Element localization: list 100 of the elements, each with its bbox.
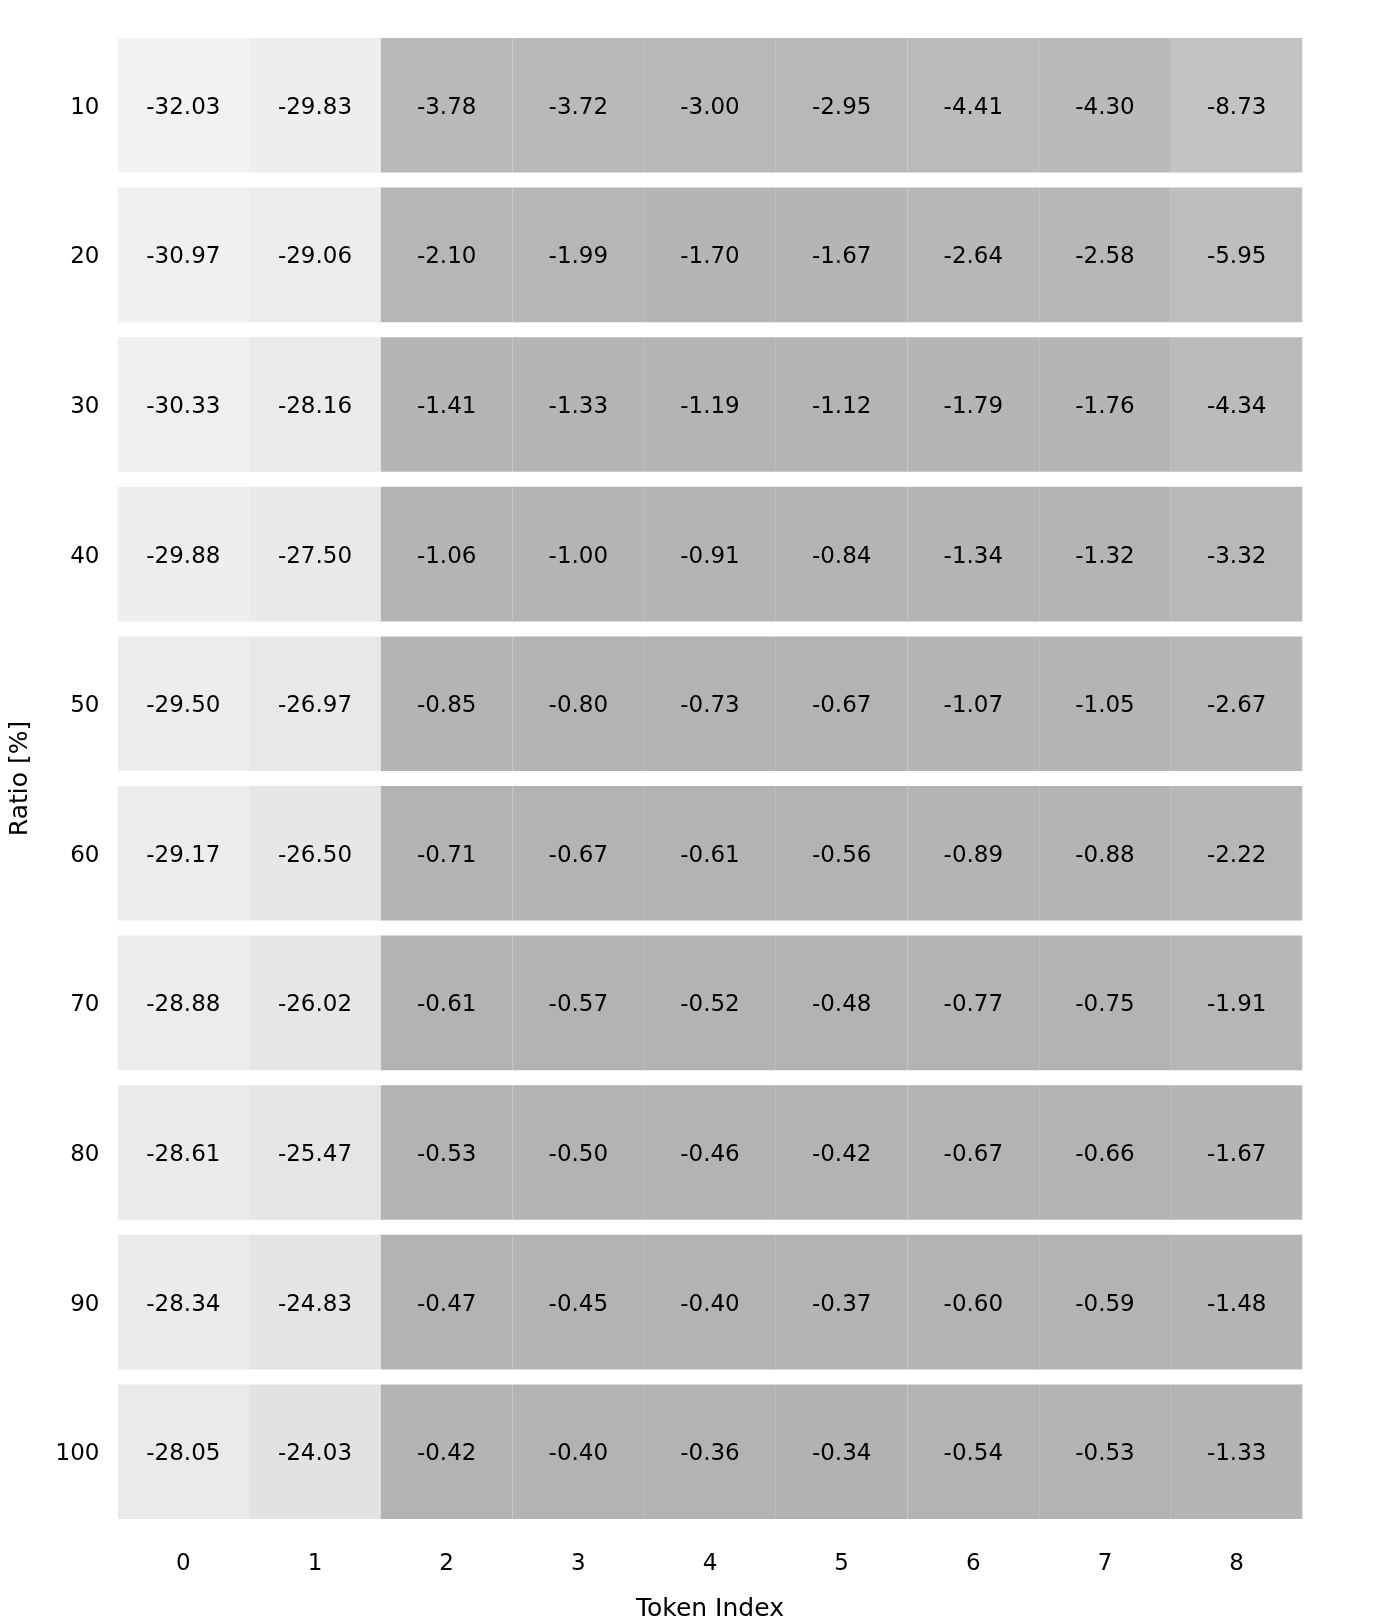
- data-label: -2.64: [943, 242, 1004, 269]
- data-label: -0.88: [1075, 840, 1135, 867]
- data-label: -0.57: [548, 990, 609, 1017]
- data-label: -0.85: [416, 691, 477, 718]
- data-label: -1.34: [943, 541, 1004, 568]
- data-label: -1.41: [416, 392, 477, 418]
- data-label: -0.67: [548, 840, 609, 867]
- data-label: -28.61: [146, 1140, 221, 1166]
- y-tick-label: 30: [70, 392, 100, 418]
- y-tick-label: 40: [70, 541, 100, 568]
- x-tick-label: 1: [307, 1548, 323, 1575]
- data-label: -0.73: [680, 691, 740, 718]
- y-tick-label: 80: [70, 1140, 100, 1166]
- data-label: -0.89: [943, 840, 1004, 867]
- data-label: -0.34: [811, 1439, 872, 1466]
- x-tick-label: 3: [571, 1548, 586, 1575]
- data-label: -0.84: [811, 541, 872, 568]
- data-label: -2.58: [1075, 242, 1135, 269]
- data-label: -28.16: [277, 392, 353, 418]
- data-label: -28.88: [146, 990, 221, 1017]
- data-label: -0.59: [1075, 1289, 1135, 1316]
- data-label: -26.02: [277, 990, 353, 1017]
- data-label: -2.67: [1206, 691, 1267, 718]
- data-label: -0.61: [680, 840, 740, 867]
- data-label: -2.95: [811, 92, 872, 119]
- data-label: -0.42: [811, 1140, 872, 1166]
- data-label: -0.61: [416, 990, 477, 1017]
- data-label: -29.83: [277, 92, 353, 119]
- data-label: -1.07: [943, 691, 1004, 718]
- data-label: -0.67: [811, 691, 872, 718]
- data-label: -0.48: [811, 990, 872, 1017]
- data-label: -0.40: [680, 1289, 740, 1316]
- y-tick-label: 20: [70, 242, 100, 269]
- data-label: -8.73: [1206, 92, 1267, 119]
- data-label: -1.67: [1206, 1140, 1267, 1166]
- data-label: -0.45: [548, 1289, 609, 1316]
- data-label: -0.52: [680, 990, 740, 1017]
- data-label: -0.37: [811, 1289, 872, 1316]
- x-tick-label: 4: [702, 1548, 718, 1575]
- data-label: -2.10: [416, 242, 477, 269]
- data-label: -29.17: [146, 840, 221, 867]
- data-label: -1.79: [943, 392, 1004, 418]
- data-label: -1.76: [1075, 392, 1135, 418]
- x-tick-label: 2: [439, 1548, 454, 1575]
- data-label: -0.40: [548, 1439, 609, 1466]
- data-label: -0.56: [811, 840, 872, 867]
- data-label: -3.78: [416, 92, 477, 119]
- data-label: -1.67: [811, 242, 872, 269]
- data-label: -2.22: [1206, 840, 1267, 867]
- y-tick-label: 100: [55, 1439, 100, 1466]
- data-label: -1.99: [548, 242, 609, 269]
- data-label: -0.66: [1075, 1140, 1135, 1166]
- data-label: -29.88: [146, 541, 221, 568]
- data-label: -1.19: [680, 392, 740, 418]
- data-label: -0.71: [416, 840, 477, 867]
- data-label: -1.12: [811, 392, 872, 418]
- data-label: -1.91: [1206, 990, 1267, 1017]
- data-label: -0.77: [943, 990, 1004, 1017]
- data-label: -0.75: [1075, 990, 1135, 1017]
- data-label: -0.54: [943, 1439, 1004, 1466]
- data-label: -29.06: [277, 242, 353, 269]
- data-label: -24.83: [277, 1289, 353, 1316]
- data-label: -1.48: [1206, 1289, 1267, 1316]
- data-label: -1.05: [1075, 691, 1135, 718]
- data-label: -3.32: [1206, 541, 1267, 568]
- y-tick-label: 60: [70, 840, 100, 867]
- data-label: -26.97: [277, 691, 353, 718]
- data-label: -1.00: [548, 541, 609, 568]
- x-tick-label: 8: [1229, 1548, 1244, 1575]
- data-label: -32.03: [146, 92, 221, 119]
- data-label: -28.34: [146, 1289, 221, 1316]
- y-tick-label: 10: [70, 92, 100, 119]
- data-label: -28.05: [146, 1439, 221, 1466]
- data-label: -0.53: [1075, 1439, 1135, 1466]
- data-label: -1.06: [416, 541, 477, 568]
- data-label: -0.80: [548, 691, 609, 718]
- data-label: -0.50: [548, 1140, 609, 1166]
- data-label: -3.72: [548, 92, 609, 119]
- data-label: -1.32: [1075, 541, 1135, 568]
- data-label: -30.33: [146, 392, 221, 418]
- y-axis-title: Ratio [%]: [3, 720, 33, 837]
- data-label: -0.67: [943, 1140, 1004, 1166]
- y-tick-label: 50: [70, 691, 100, 718]
- data-label: -30.97: [146, 242, 221, 269]
- y-tick-label: 90: [70, 1289, 100, 1316]
- data-label: -0.46: [680, 1140, 740, 1166]
- data-label: -4.30: [1075, 92, 1135, 119]
- data-label: -1.70: [680, 242, 740, 269]
- x-tick-label: 7: [1097, 1548, 1113, 1575]
- data-label: -5.95: [1206, 242, 1267, 269]
- data-label: -24.03: [277, 1439, 353, 1466]
- data-label: -1.33: [548, 392, 609, 418]
- data-label: -0.91: [680, 541, 740, 568]
- data-label: -4.41: [943, 92, 1004, 119]
- data-label: -0.47: [416, 1289, 477, 1316]
- data-label: -0.36: [680, 1439, 740, 1466]
- data-label: -0.60: [943, 1289, 1004, 1316]
- x-tick-label: 6: [966, 1548, 981, 1575]
- data-label: -4.34: [1206, 392, 1267, 418]
- data-label: -29.50: [146, 691, 221, 718]
